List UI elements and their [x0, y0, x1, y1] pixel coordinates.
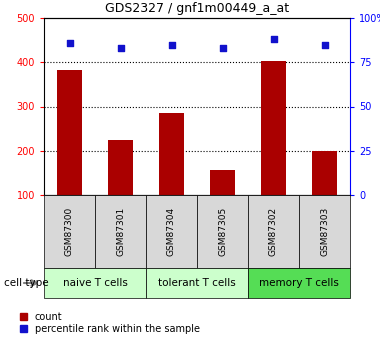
Point [271, 37, 277, 42]
Point [321, 42, 328, 47]
Text: GSM87305: GSM87305 [218, 207, 227, 256]
Bar [210, 170, 235, 195]
Text: GSM87304: GSM87304 [167, 207, 176, 256]
Text: GSM87302: GSM87302 [269, 207, 278, 256]
Bar [108, 140, 133, 195]
Text: GSM87301: GSM87301 [116, 207, 125, 256]
Point [220, 45, 226, 51]
Title: GDS2327 / gnf1m00449_a_at: GDS2327 / gnf1m00449_a_at [105, 2, 289, 16]
Bar [261, 61, 286, 195]
Point [66, 40, 73, 46]
Text: GSM87303: GSM87303 [320, 207, 329, 256]
Text: naive T cells: naive T cells [63, 278, 127, 288]
Bar [312, 151, 337, 195]
Point [117, 45, 124, 51]
Point [168, 42, 174, 47]
Bar [57, 70, 82, 195]
Text: GSM87300: GSM87300 [65, 207, 74, 256]
Legend: count, percentile rank within the sample: count, percentile rank within the sample [20, 312, 200, 334]
Text: tolerant T cells: tolerant T cells [158, 278, 236, 288]
Text: cell type: cell type [4, 278, 48, 288]
Bar [159, 113, 184, 195]
Text: memory T cells: memory T cells [259, 278, 339, 288]
